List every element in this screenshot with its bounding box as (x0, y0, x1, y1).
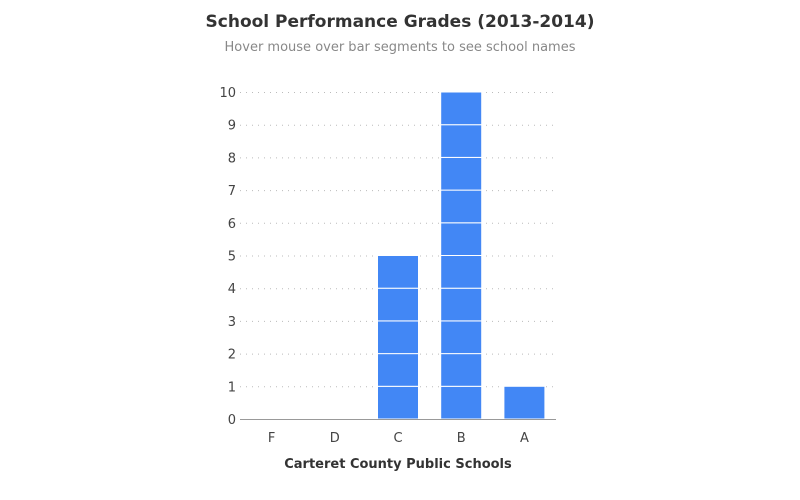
y-tick-label: 5 (228, 250, 236, 265)
bar-segment[interactable] (440, 385, 483, 420)
bar-segment[interactable] (377, 385, 419, 420)
y-tick-label: 3 (228, 315, 236, 330)
bar-segment[interactable] (440, 222, 483, 257)
bar-segment[interactable] (440, 124, 483, 158)
x-tick-label: D (330, 431, 340, 446)
bar-segment[interactable] (440, 320, 483, 355)
chart-title: School Performance Grades (2013-2014) (206, 12, 595, 32)
bar-segment[interactable] (440, 156, 483, 191)
bar-segment[interactable] (377, 320, 419, 355)
bar-segment[interactable] (503, 385, 546, 420)
y-tick-label: 2 (228, 348, 236, 363)
bar-A[interactable] (503, 385, 546, 420)
x-tick-label: A (520, 431, 529, 446)
x-tick-label: B (457, 431, 466, 446)
x-tick-label: F (268, 431, 275, 446)
x-axis-label: Carteret County Public Schools (284, 457, 512, 472)
chart-subtitle: Hover mouse over bar segments to see sch… (225, 40, 576, 55)
y-tick-label: 1 (228, 380, 236, 395)
y-tick-label: 7 (228, 184, 236, 199)
y-tick-label: 9 (228, 119, 236, 134)
bar-segment[interactable] (377, 287, 419, 322)
y-tick-label: 8 (228, 151, 236, 166)
bar-segment[interactable] (377, 255, 419, 289)
bar-segment[interactable] (440, 189, 483, 224)
y-tick-label: 4 (228, 282, 236, 297)
bar-B[interactable] (440, 91, 483, 420)
y-tick-label: 10 (219, 86, 236, 101)
bar-segment[interactable] (440, 287, 483, 322)
bar-segment[interactable] (440, 255, 483, 289)
bar-segment[interactable] (440, 91, 483, 126)
bar-C[interactable] (377, 255, 419, 420)
bar-segment[interactable] (440, 353, 483, 387)
y-tick-label: 0 (228, 413, 236, 428)
x-tick-label: C (393, 431, 402, 446)
bar-segment[interactable] (377, 353, 419, 387)
y-tick-label: 6 (228, 217, 236, 232)
